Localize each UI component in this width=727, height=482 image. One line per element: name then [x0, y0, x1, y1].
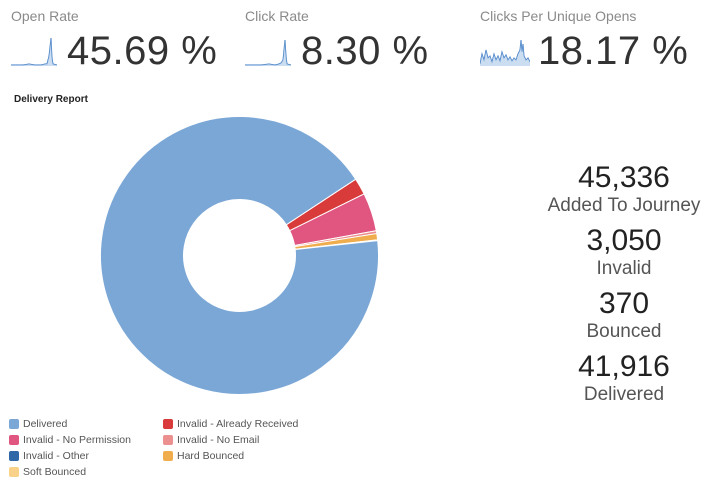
legend-label: Invalid - Already Received — [177, 418, 299, 430]
clicks-per-unique-opens-value: 18.17 % — [538, 29, 689, 73]
legend-item-invalid-other[interactable]: Invalid - Other — [9, 450, 89, 462]
legend-swatch — [163, 419, 173, 429]
legend-item-hard-bounced[interactable]: Hard Bounced — [163, 450, 244, 462]
click-rate-label: Click Rate — [245, 8, 309, 24]
legend-label: Invalid - No Permission — [23, 434, 131, 446]
open-rate-sparkline — [11, 37, 57, 66]
bounced-label: Bounced — [586, 321, 662, 342]
delivery-report-donut-chart — [100, 116, 379, 396]
legend-label: Invalid - No Email — [177, 434, 260, 446]
added-to-journey-label: Added To Journey — [547, 195, 701, 216]
click-rate-sparkline — [245, 39, 291, 66]
open-rate-value: 45.69 % — [67, 29, 218, 73]
invalid-label: Invalid — [596, 258, 652, 279]
click-rate-value: 8.30 % — [301, 29, 429, 73]
legend-swatch — [9, 435, 19, 445]
bounced-value: 370 — [598, 287, 650, 320]
invalid-value: 3,050 — [586, 224, 662, 257]
added-to-journey-value: 45,336 — [578, 161, 670, 194]
delivered-value: 41,916 — [578, 350, 670, 383]
legend-item-soft-bounced[interactable]: Soft Bounced — [9, 466, 86, 478]
donut-slice-delivered[interactable] — [100, 116, 379, 396]
legend-label: Hard Bounced — [177, 450, 245, 462]
legend-label: Soft Bounced — [23, 466, 87, 478]
legend-label: Invalid - Other — [23, 450, 89, 462]
legend-item-already-received[interactable]: Invalid - Already Received — [163, 418, 298, 430]
legend-swatch — [9, 451, 19, 461]
delivered-label: Delivered — [583, 384, 665, 405]
clicks-per-unique-opens-sparkline — [480, 39, 530, 66]
legend-swatch — [9, 467, 19, 477]
legend-item-no-permission[interactable]: Invalid - No Permission — [9, 434, 131, 446]
legend-swatch — [163, 451, 173, 461]
legend-item-delivered[interactable]: Delivered — [9, 418, 67, 430]
open-rate-label: Open Rate — [11, 8, 79, 24]
clicks-per-unique-opens-label: Clicks Per Unique Opens — [480, 8, 637, 24]
legend-swatch — [9, 419, 19, 429]
legend-swatch — [163, 435, 173, 445]
delivery-stats: 45,336 Added To Journey 3,050 Invalid 37… — [530, 160, 718, 412]
legend-label: Delivered — [23, 418, 68, 430]
legend-item-no-email[interactable]: Invalid - No Email — [163, 434, 259, 446]
delivery-report-title: Delivery Report — [14, 94, 88, 105]
